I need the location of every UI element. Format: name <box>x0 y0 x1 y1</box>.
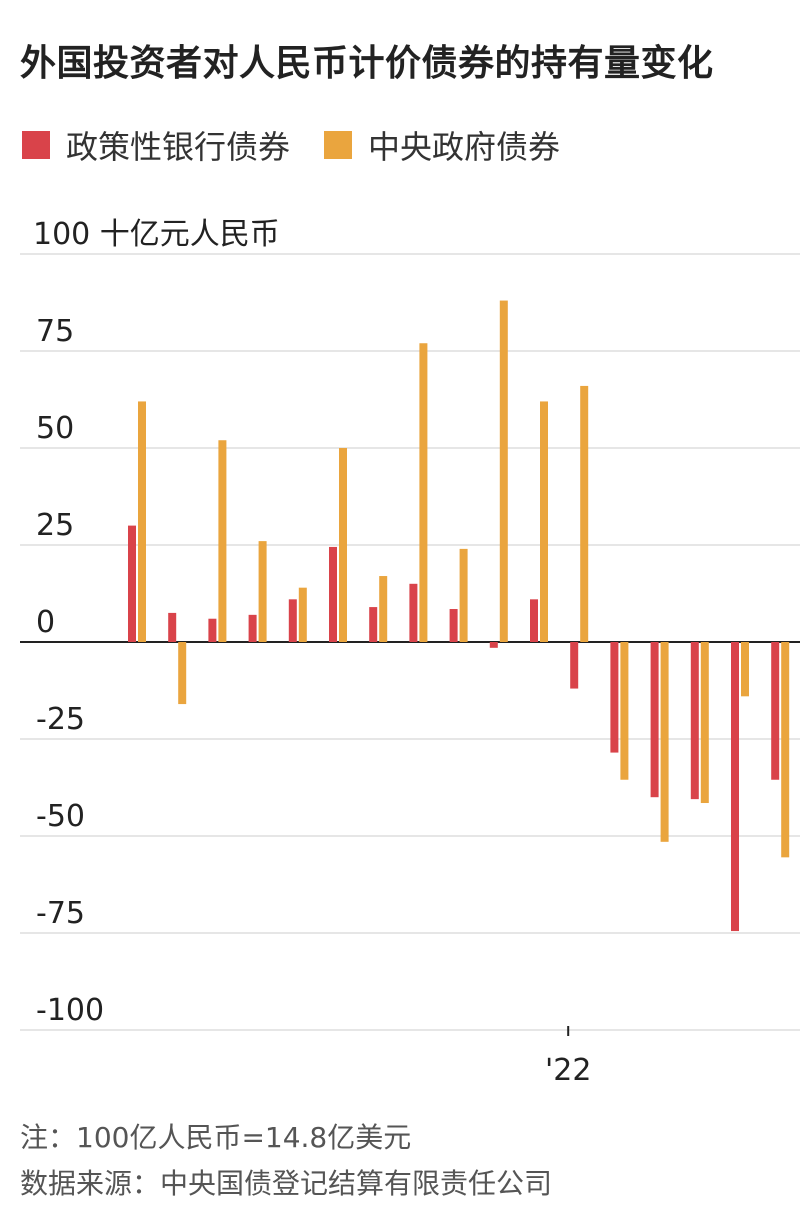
y-tick-label: 75 <box>36 314 74 349</box>
source-note: 数据来源：中央国债登记结算有限责任公司 <box>20 1167 553 1200</box>
bar-policy-bank <box>369 607 378 642</box>
legend-item-central-gov: 中央政府债券 <box>324 122 560 168</box>
y-tick-label: -100 <box>36 993 104 1028</box>
bar-policy-bank <box>530 599 538 642</box>
bar-policy-bank <box>168 612 177 642</box>
legend-swatch-central-gov <box>324 131 353 159</box>
footnote: 注：100亿人民币=14.8亿美元 <box>20 1121 412 1154</box>
bar-central-gov <box>620 642 629 780</box>
bar-chart: 75 50 25 0 -25 -50 -75 -100 100 十亿元人民币 '22 <box>20 217 800 1088</box>
legend-swatch-policy-bank <box>22 131 50 159</box>
legend-label-policy-bank: 政策性银行债券 <box>66 128 291 166</box>
y-axis-unit-label: 100 十亿元人民币 <box>33 217 280 252</box>
bar-central-gov <box>741 642 749 697</box>
y-tick-label: -25 <box>36 702 85 737</box>
bar-central-gov <box>178 642 187 705</box>
bar-policy-bank <box>771 642 780 780</box>
bar-central-gov <box>499 300 508 642</box>
bar-central-gov <box>339 448 347 642</box>
bar-central-gov <box>459 548 468 642</box>
legend-label-central-gov: 中央政府债券 <box>368 128 561 166</box>
bar-policy-bank <box>489 642 498 648</box>
y-tick-label: 0 <box>36 605 55 640</box>
bar-policy-bank <box>570 642 579 689</box>
legend-item-policy-bank: 政策性银行债券 <box>22 122 290 168</box>
bar-policy-bank <box>128 525 136 642</box>
bar-policy-bank <box>449 609 458 642</box>
bar-central-gov <box>700 642 709 804</box>
y-tick-label: -75 <box>36 896 85 931</box>
bar-central-gov <box>419 343 428 642</box>
bar-central-gov <box>781 642 790 858</box>
bar-central-gov <box>138 401 146 642</box>
chart-title: 外国投资者对人民币计价债券的持有量变化 <box>20 43 714 84</box>
bar-policy-bank <box>248 614 257 642</box>
bar-policy-bank <box>409 583 418 642</box>
bar-policy-bank <box>690 642 699 800</box>
y-tick-label: 25 <box>36 508 74 543</box>
bar-central-gov <box>540 401 548 642</box>
y-tick-label: -50 <box>36 799 85 834</box>
legend: 政策性银行债券 中央政府债券 <box>22 122 594 168</box>
bar-policy-bank <box>288 599 297 642</box>
bar-policy-bank <box>329 546 337 642</box>
bar-policy-bank <box>650 642 659 798</box>
bar-central-gov <box>379 576 388 642</box>
bar-central-gov <box>580 385 589 642</box>
bar-policy-bank <box>731 642 739 932</box>
bar-policy-bank <box>208 618 217 642</box>
bar-central-gov <box>218 440 227 642</box>
bar-central-gov <box>258 541 267 642</box>
bar-central-gov <box>660 642 669 842</box>
y-tick-label: 50 <box>36 411 74 446</box>
bar-policy-bank <box>610 642 619 753</box>
x-tick-label: '22 <box>545 1053 591 1088</box>
bar-central-gov <box>298 587 307 642</box>
